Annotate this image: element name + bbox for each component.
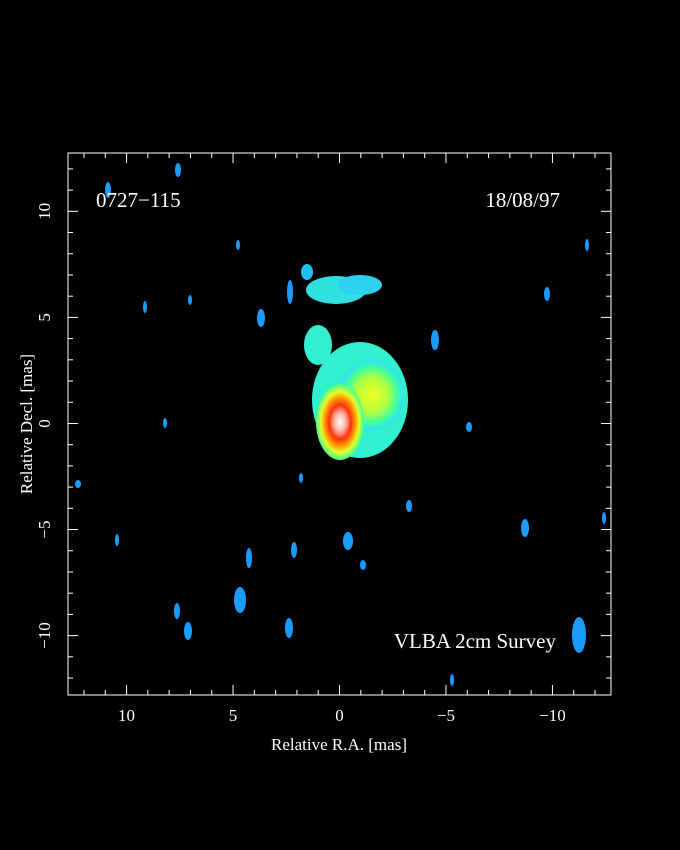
y-tick-label: 10 xyxy=(35,203,54,220)
y-axis-label: Relative Decl. [mas] xyxy=(17,354,36,494)
x-tick-label: 0 xyxy=(335,706,344,725)
x-axis-label: Relative R.A. [mas] xyxy=(271,735,407,754)
x-tick-label: −10 xyxy=(539,706,566,725)
y-tick-label: 0 xyxy=(35,419,54,428)
y-tick-label: −5 xyxy=(35,520,54,538)
survey-label: VLBA 2cm Survey xyxy=(394,629,557,653)
epoch: 18/08/97 xyxy=(485,188,560,212)
source-name: 0727−115 xyxy=(96,188,181,212)
y-tick-label: −10 xyxy=(35,622,54,649)
source-image xyxy=(75,163,606,686)
y-tick-label: 5 xyxy=(35,313,54,322)
x-tick-label: −5 xyxy=(437,706,455,725)
x-tick-label: 5 xyxy=(229,706,238,725)
x-tick-label: 10 xyxy=(118,706,135,725)
